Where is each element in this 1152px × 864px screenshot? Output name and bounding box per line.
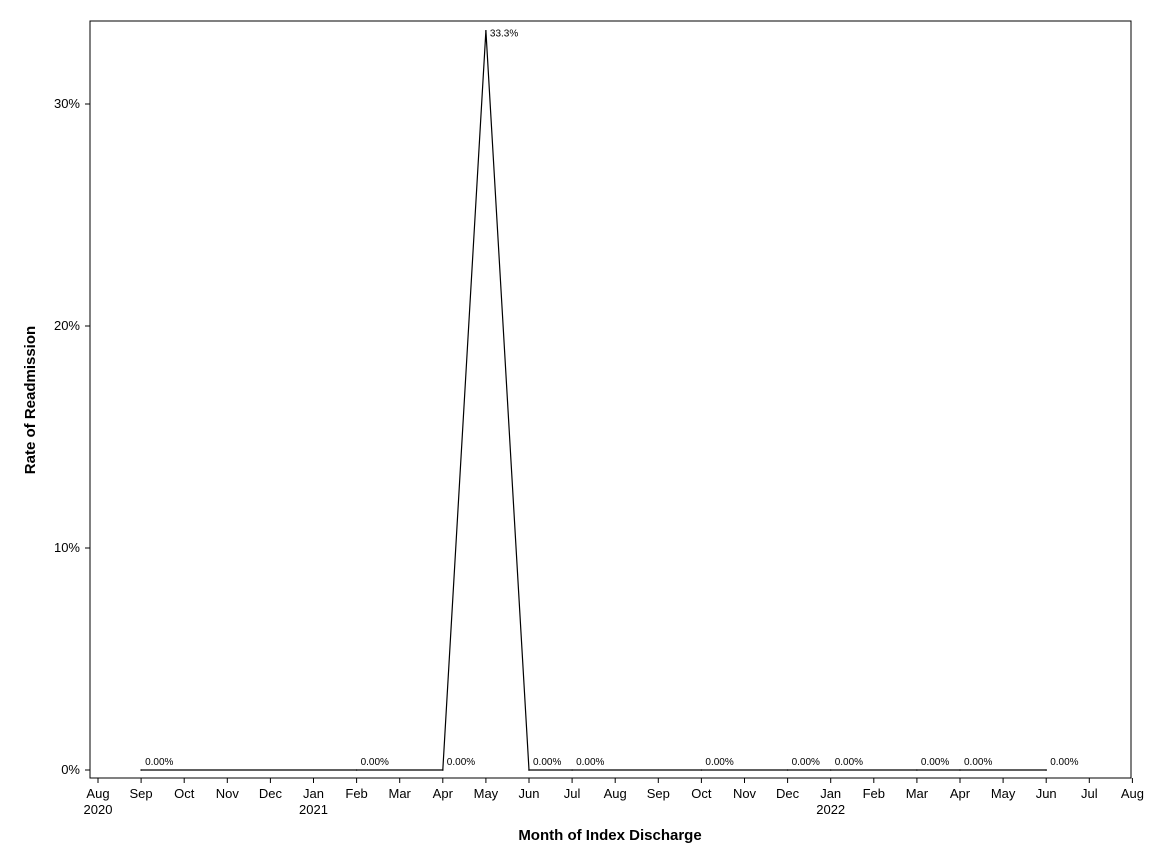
data-point (700, 769, 703, 771)
data-label: 0.00% (835, 757, 863, 768)
x-year-label: 2022 (816, 802, 845, 817)
data-label: 0.00% (921, 757, 949, 768)
data-point (528, 769, 530, 771)
x-tick-label: Aug (1121, 786, 1144, 801)
x-tick-label: Jan (820, 786, 841, 801)
data-point (571, 769, 573, 771)
data-label: 0.00% (705, 757, 733, 768)
y-tick-label: 20% (54, 318, 80, 333)
data-point (442, 769, 444, 771)
x-tick-label: Apr (950, 786, 971, 801)
x-tick-label: Jul (564, 786, 581, 801)
x-tick-label: Dec (776, 786, 800, 801)
x-tick-label: Feb (345, 786, 367, 801)
data-point (959, 769, 961, 771)
data-label: 0.00% (1050, 757, 1078, 768)
x-tick-label: Oct (174, 786, 195, 801)
x-axis-title: Month of Index Discharge (518, 827, 701, 844)
data-labels: 0.00% 0.00% 0.00% 33.3% 0.00% 0.00% 0.00% 0.00%… (145, 29, 1079, 768)
data-label: 0.00% (447, 757, 475, 768)
x-tick-label: Nov (733, 786, 757, 801)
y-axis: 0% 10% 20% 30% (54, 96, 90, 777)
x-tick-label: Aug (604, 786, 627, 801)
data-point (829, 769, 832, 771)
data-point (1045, 769, 1047, 771)
data-label: 0.00% (576, 757, 604, 768)
data-point (485, 29, 487, 32)
data-point (786, 769, 789, 771)
x-year-label: 2020 (84, 802, 113, 817)
data-point (355, 769, 358, 771)
x-tick-label: Mar (906, 786, 929, 801)
x-tick-label: Nov (216, 786, 240, 801)
data-label: 0.00% (361, 757, 389, 768)
y-tick-label: 30% (54, 96, 80, 111)
y-tick-label: 10% (54, 540, 80, 555)
x-tick-label: Mar (389, 786, 412, 801)
x-tick-label: Jun (1036, 786, 1057, 801)
x-tick-label: Sep (130, 786, 153, 801)
x-tick-label: Jan (303, 786, 324, 801)
x-tick-label: May (991, 786, 1016, 801)
data-label: 33.3% (490, 29, 518, 40)
data-label: 0.00% (792, 757, 820, 768)
series-layer (140, 29, 1047, 771)
data-point (140, 769, 142, 771)
x-year-label: 2021 (299, 802, 328, 817)
series-line (141, 30, 1047, 771)
data-label: 0.00% (964, 757, 992, 768)
x-tick-label: Aug (86, 786, 109, 801)
x-tick-label: Oct (691, 786, 712, 801)
y-tick-label: 0% (61, 762, 80, 777)
x-tick-label: May (474, 786, 499, 801)
x-tick-label: Jul (1081, 786, 1098, 801)
plot-frame (89, 20, 1132, 779)
data-label: 0.00% (145, 757, 173, 768)
x-tick-label: Sep (647, 786, 670, 801)
x-tick-label: Dec (259, 786, 283, 801)
y-axis-title: Rate of Readmission (22, 326, 39, 474)
data-label: 0.00% (533, 757, 561, 768)
data-point (916, 769, 918, 771)
x-tick-label: Apr (433, 786, 454, 801)
x-tick-label: Jun (519, 786, 540, 801)
x-tick-label: Feb (863, 786, 885, 801)
